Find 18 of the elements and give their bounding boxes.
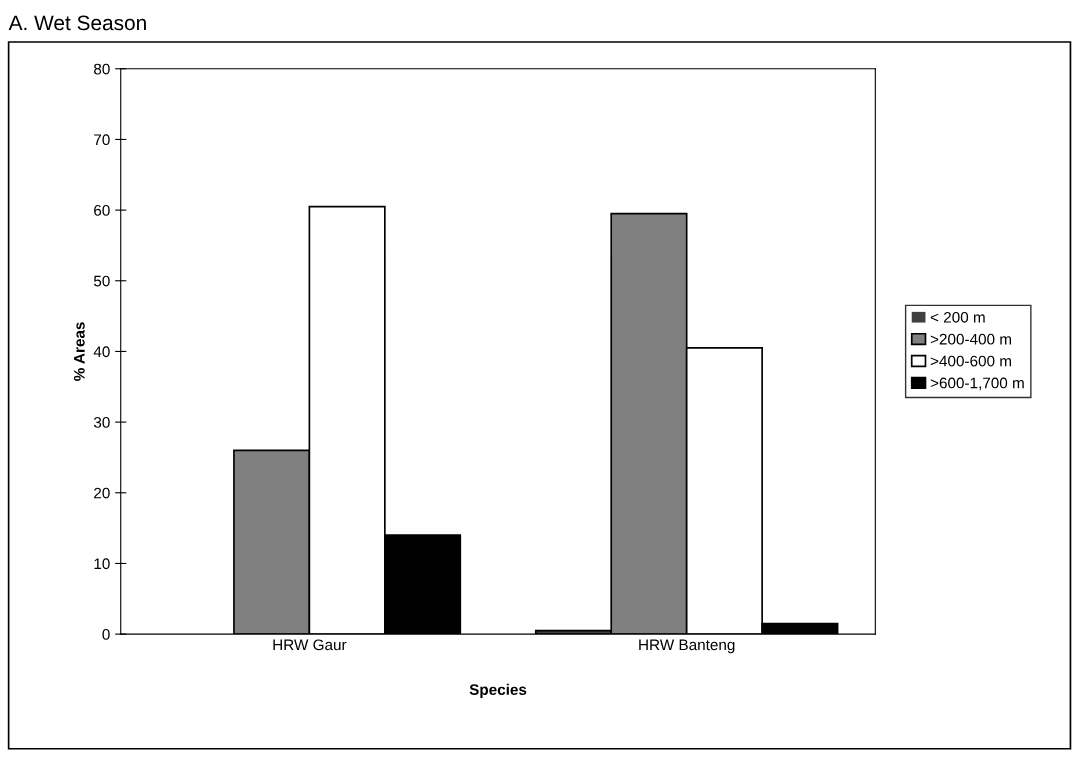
y-axis-title: % Areas: [73, 322, 85, 381]
y-tick-label: 40: [93, 346, 110, 358]
y-tick-label: 10: [94, 558, 110, 570]
legend-label: >400-600 m: [930, 355, 1012, 367]
y-tick-label: 50: [93, 275, 110, 287]
legend-label: < 200 m: [930, 311, 985, 323]
y-tick-label: 80: [93, 63, 110, 75]
x-tick-label: HRW Banteng: [639, 639, 735, 654]
y-tick-label: 20: [94, 487, 110, 499]
legend-label: >600-1,700 m: [930, 377, 1024, 391]
y-tick-label: 60: [94, 204, 110, 216]
x-tick-label: HRW Gaur: [273, 639, 347, 651]
legend-label: >200-400 m: [930, 333, 1012, 345]
y-tick-label: 70: [94, 134, 110, 146]
chart-title: A. Wet Season: [8, 15, 146, 31]
y-tick-label: 0: [102, 628, 110, 640]
x-axis-title: Species: [469, 683, 527, 699]
y-tick-label: 30: [93, 416, 110, 428]
